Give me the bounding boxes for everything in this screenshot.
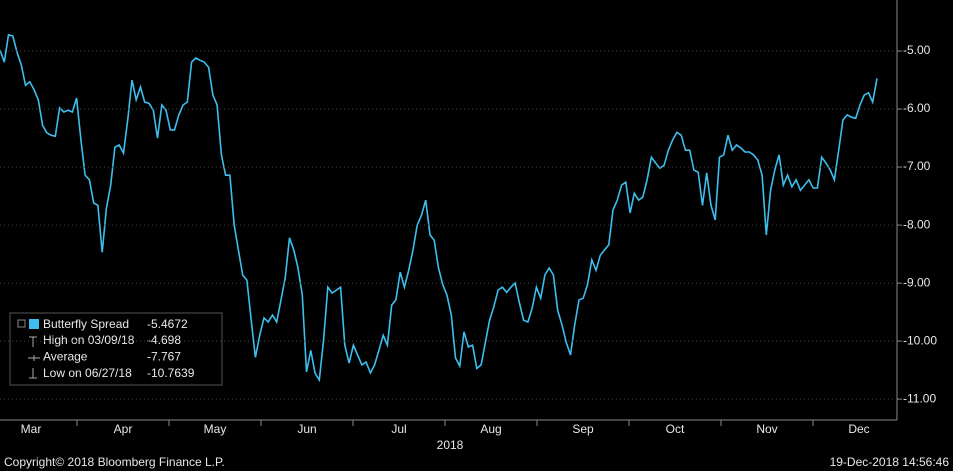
legend-value: -10.7639 — [147, 366, 195, 380]
y-tick-label: -8.00 — [903, 217, 931, 231]
legend: Butterfly Spread -5.4672 High on 03/09/1… — [9, 312, 223, 386]
legend-swatch — [29, 319, 39, 329]
x-tick-label: May — [204, 422, 227, 436]
x-tick-label: Oct — [666, 422, 685, 436]
data-line — [0, 33, 878, 383]
x-tick-label: Jul — [391, 422, 406, 436]
x-tick-label: Jun — [297, 422, 316, 436]
x-tick-label: Nov — [756, 422, 777, 436]
y-tick-label: -7.00 — [903, 159, 931, 173]
x-tick-label: Dec — [848, 422, 869, 436]
y-tick-label: -9.00 — [903, 275, 931, 289]
legend-low-icon — [29, 368, 37, 379]
legend-box — [9, 312, 223, 386]
x-tick-label: Sep — [572, 422, 594, 436]
legend-value: -5.4672 — [147, 317, 188, 331]
legend-label: Average — [43, 350, 88, 364]
legend-average-icon — [28, 355, 40, 361]
x-tick-label: Apr — [114, 422, 133, 436]
x-tick-label: Aug — [480, 422, 501, 436]
timestamp: 19-Dec-2018 14:56:46 — [830, 455, 950, 469]
x-tick-label: Mar — [21, 422, 42, 436]
legend-value: -4.698 — [147, 333, 181, 347]
legend-label: High on 03/09/18 — [43, 333, 135, 347]
legend-label: Butterfly Spread — [43, 317, 129, 331]
legend-high-icon — [29, 336, 37, 347]
y-tick-label: -6.00 — [903, 101, 931, 115]
y-tick-label: -11.00 — [903, 391, 936, 405]
x-axis-label: 2018 — [437, 438, 464, 452]
y-tick-label: -10.00 — [903, 333, 937, 347]
legend-label: Low on 06/27/18 — [43, 366, 132, 380]
y-tick-label: -5.00 — [903, 43, 931, 57]
legend-collapse-icon — [17, 319, 26, 328]
copyright: Copyright© 2018 Bloomberg Finance L.P. — [4, 455, 225, 469]
legend-value: -7.767 — [147, 350, 181, 364]
